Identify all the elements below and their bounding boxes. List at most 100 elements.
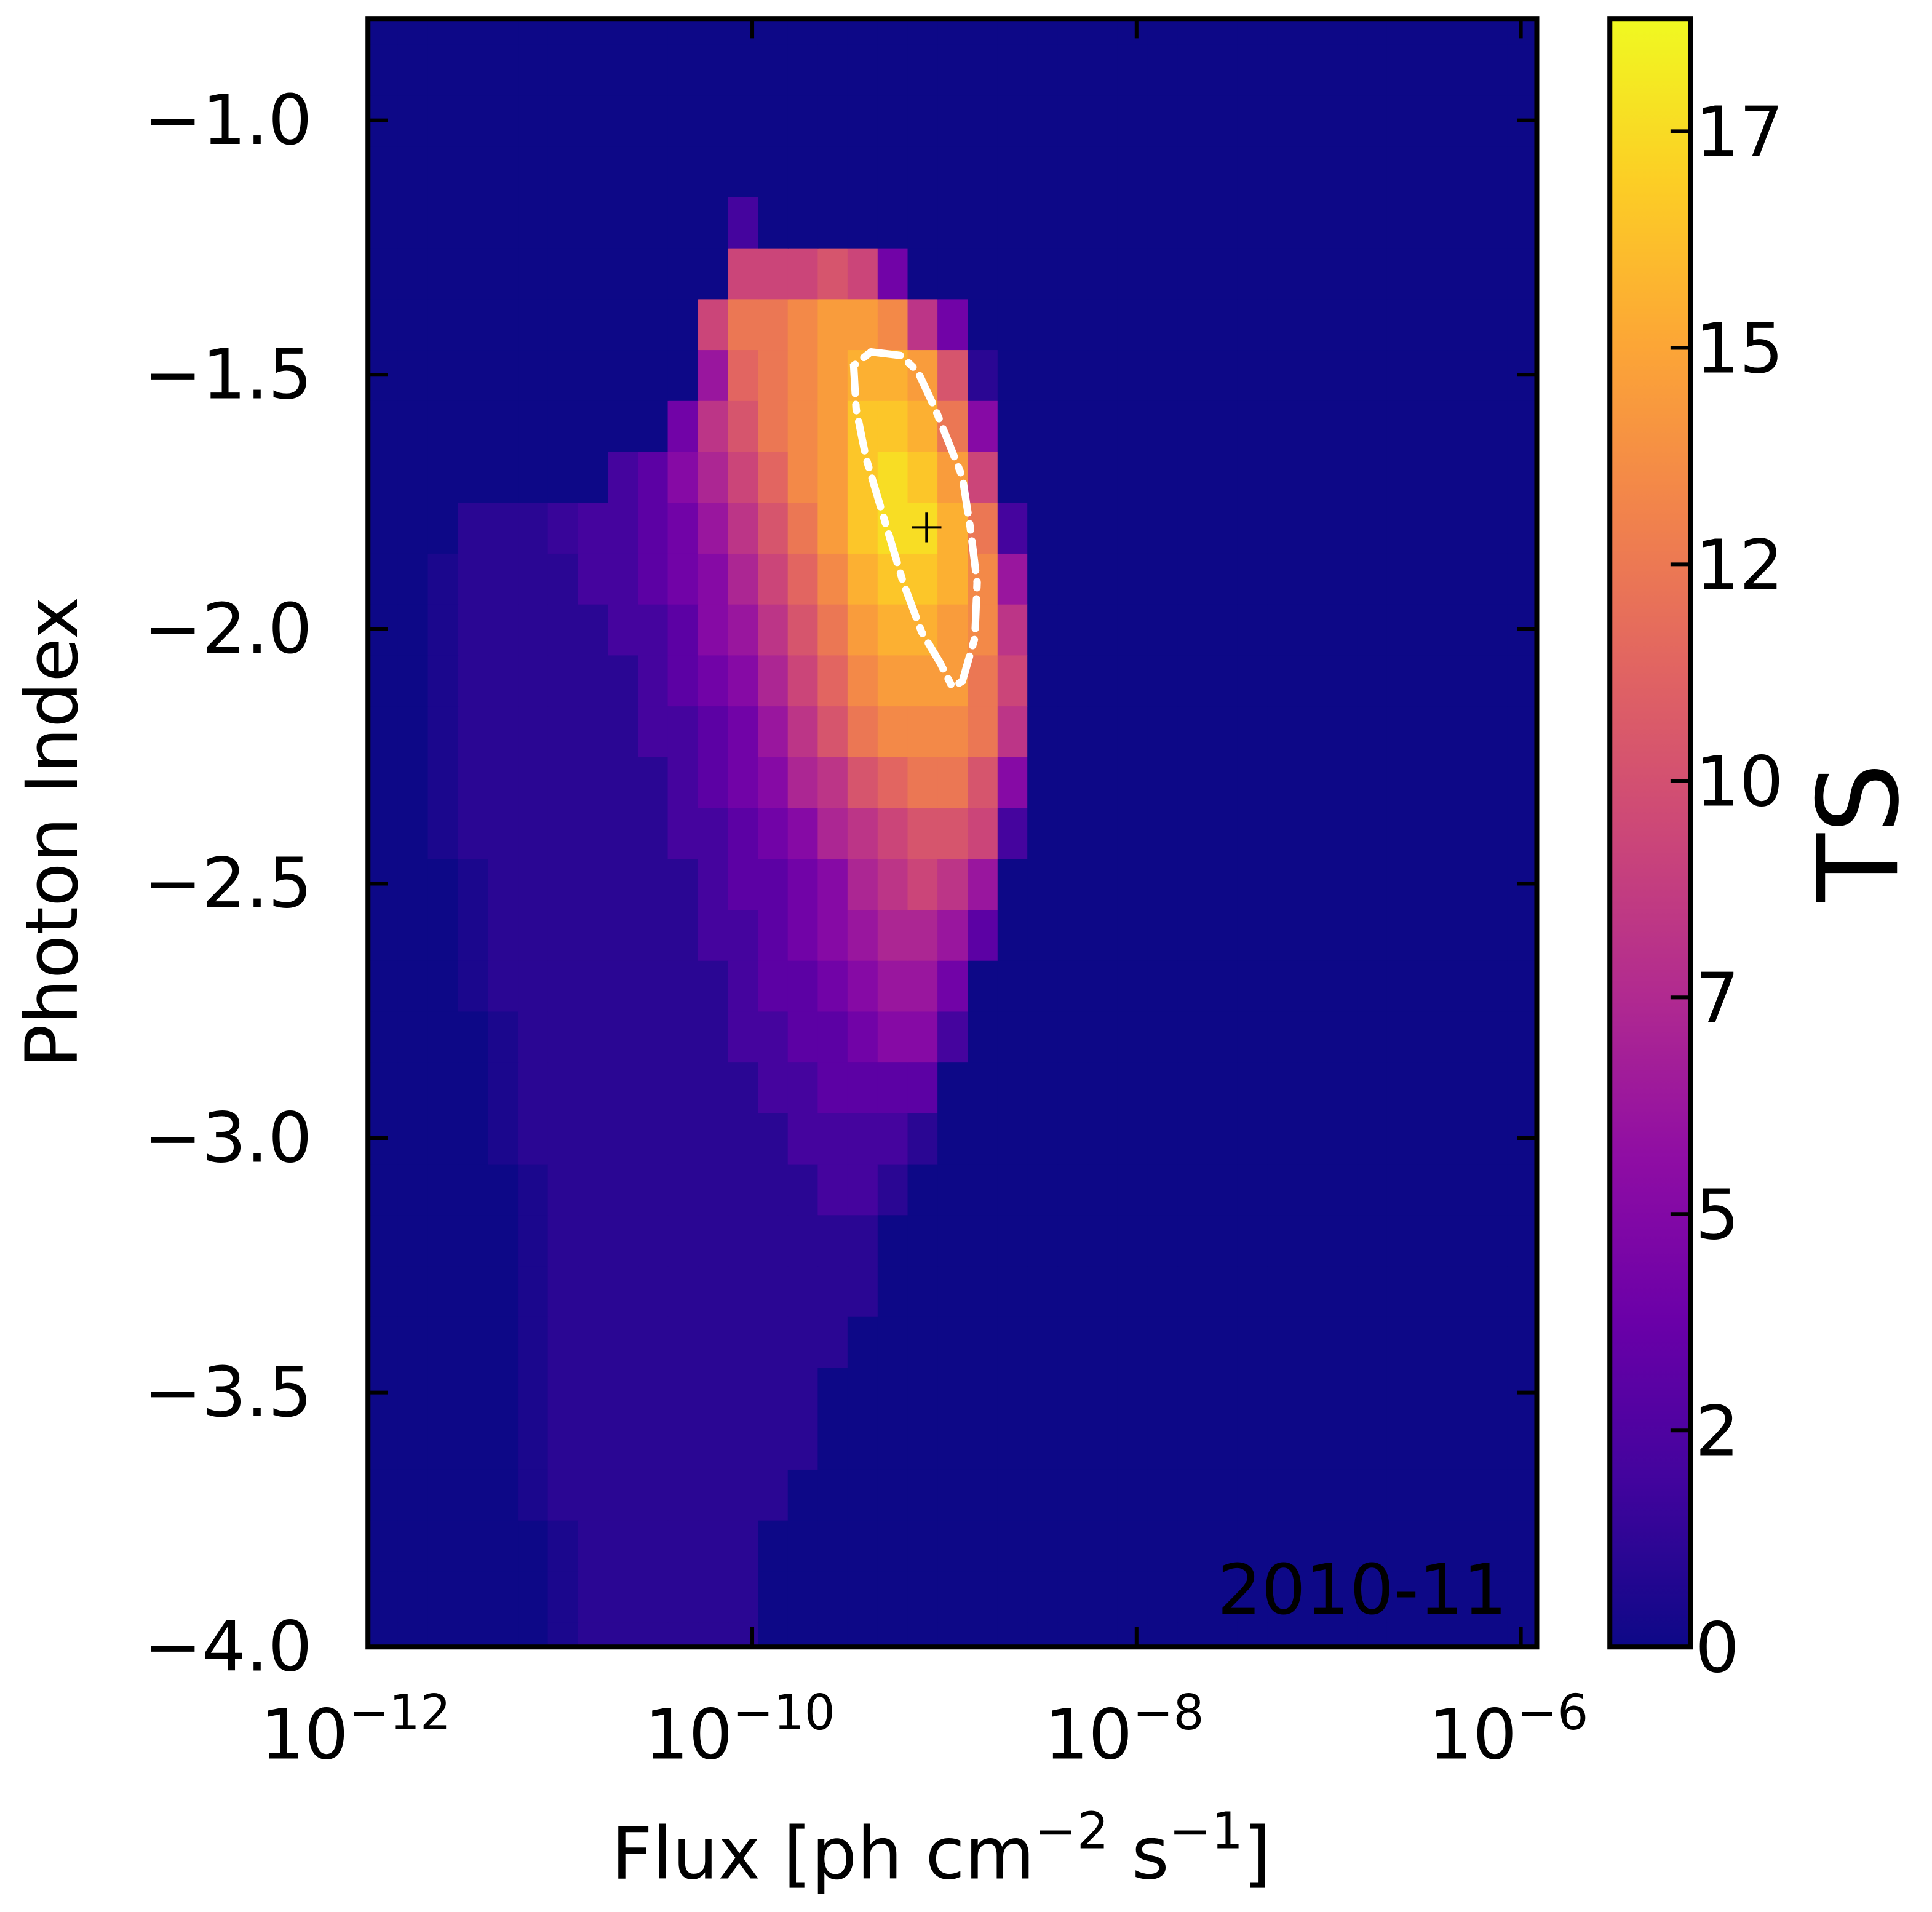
heatmap-cell (907, 1061, 939, 1113)
heatmap-cell (1477, 451, 1508, 503)
heatmap-cell (1507, 705, 1537, 757)
heatmap-cell (578, 1621, 609, 1647)
heatmap-cell (728, 756, 759, 808)
heatmap-cell (488, 196, 519, 249)
heatmap-cell (1477, 960, 1508, 1012)
heatmap-cell (1297, 807, 1328, 859)
heatmap-cell (1267, 502, 1298, 554)
heatmap-cell (1386, 552, 1418, 605)
heatmap-cell (1267, 756, 1298, 808)
heatmap-cell (458, 44, 489, 96)
heatmap-cell (997, 1621, 1028, 1647)
heatmap-cell (667, 960, 699, 1012)
heatmap-cell (368, 298, 399, 351)
heatmap-cell (1117, 400, 1148, 452)
heatmap-cell (458, 655, 489, 707)
heatmap-cell (728, 451, 759, 503)
heatmap-cell (1417, 1571, 1448, 1623)
heatmap-cell (907, 1417, 939, 1470)
heatmap-cell (1237, 196, 1268, 249)
heatmap-cell (787, 1417, 819, 1470)
heatmap-cell (1117, 95, 1148, 147)
heatmap-cell (458, 1468, 489, 1521)
heatmap-cell (1087, 44, 1118, 96)
heatmap-cell (997, 807, 1028, 859)
heatmap-cell (1357, 858, 1388, 910)
heatmap-cell (1057, 1316, 1089, 1368)
heatmap-cell (997, 1468, 1028, 1521)
heatmap-cell (578, 1112, 609, 1165)
heatmap-cell (728, 1112, 759, 1165)
heatmap-cell (1057, 400, 1089, 452)
heatmap-cell (1447, 145, 1478, 197)
heatmap-cell (1207, 1061, 1238, 1113)
heatmap-cell (758, 1163, 789, 1216)
heatmap-cell (787, 1214, 819, 1267)
heatmap-cell (1027, 298, 1059, 351)
heatmap-cell (667, 1367, 699, 1419)
heatmap-cell (397, 44, 429, 96)
heatmap-cell (968, 95, 998, 147)
heatmap-cell (728, 400, 759, 452)
heatmap-cell (608, 196, 639, 249)
y-tick-label: −1.0 (144, 79, 312, 161)
heatmap-cell (1057, 1163, 1089, 1216)
heatmap-cell (997, 247, 1028, 300)
heatmap-cell (1147, 807, 1179, 859)
heatmap-cell (1386, 451, 1418, 503)
heatmap-cell (1477, 807, 1508, 859)
heatmap-cell (608, 1061, 639, 1113)
heatmap-cell (1147, 1417, 1179, 1470)
heatmap-cell (1147, 196, 1179, 249)
heatmap-cell (698, 1316, 729, 1368)
heatmap-cell (1087, 18, 1118, 45)
heatmap-cell (758, 807, 789, 859)
heatmap-cell (728, 145, 759, 197)
heatmap-cell (578, 298, 609, 351)
heatmap-cell (817, 1163, 849, 1216)
heatmap-cell (787, 705, 819, 757)
heatmap-cell (1417, 18, 1448, 45)
heatmap-cell (937, 1417, 969, 1470)
colorbar-tick-label: 0 (1695, 1607, 1739, 1688)
heatmap-cell (1117, 1011, 1148, 1063)
heatmap-cell (1087, 1061, 1118, 1113)
heatmap-cell (1297, 400, 1328, 452)
heatmap-cell (1357, 1468, 1388, 1521)
heatmap-cell (758, 95, 789, 147)
heatmap-cell (368, 1265, 399, 1317)
heatmap-cell (397, 196, 429, 249)
heatmap-cell (1327, 1316, 1359, 1368)
heatmap-cell (1507, 1163, 1537, 1216)
heatmap-cell (397, 756, 429, 808)
heatmap-cell (817, 18, 849, 45)
heatmap-cell (1267, 247, 1298, 300)
heatmap-cell (1477, 858, 1508, 910)
heatmap-cell (787, 552, 819, 605)
y-tick-label: −3.5 (144, 1352, 312, 1433)
heatmap-cell (1207, 960, 1238, 1012)
heatmap-cell (847, 247, 878, 300)
heatmap-cell (847, 1417, 878, 1470)
heatmap-cell (698, 298, 729, 351)
heatmap-cell (1057, 1265, 1089, 1317)
heatmap-cell (1237, 807, 1268, 859)
heatmap-cell (937, 95, 969, 147)
heatmap-cell (488, 400, 519, 452)
heatmap-cell (1417, 1214, 1448, 1267)
heatmap-cell (1386, 502, 1418, 554)
heatmap-cell (518, 502, 549, 554)
heatmap-cell (698, 400, 729, 452)
heatmap-cell (638, 655, 669, 707)
heatmap-cell (667, 18, 699, 45)
heatmap-cell (1477, 44, 1508, 96)
heatmap-cell (608, 1367, 639, 1419)
heatmap-cell (1297, 247, 1328, 300)
heatmap-cell (1386, 1571, 1418, 1623)
heatmap-cell (368, 1061, 399, 1113)
x-tick-label: 10−12 (260, 1684, 451, 1775)
heatmap-cell (1177, 858, 1208, 910)
heatmap-cell (847, 95, 878, 147)
heatmap-cell (997, 858, 1028, 910)
